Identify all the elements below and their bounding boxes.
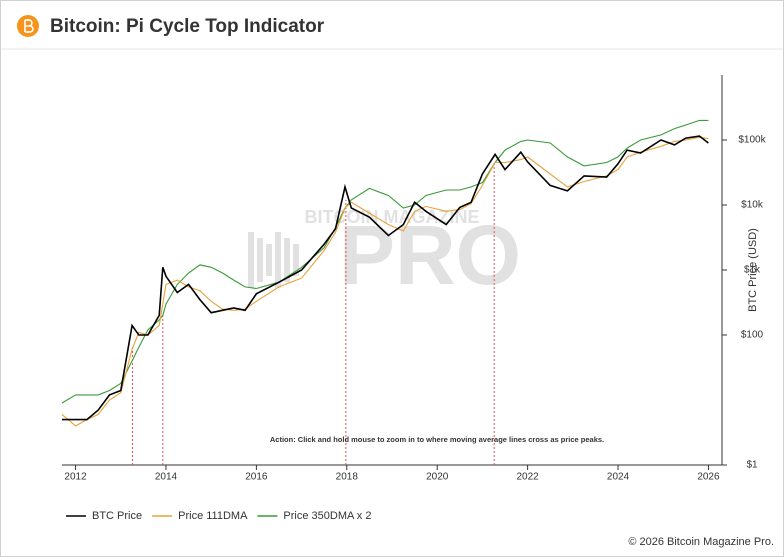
y-tick-label: $10k: [741, 200, 764, 211]
x-tick-label: 2020: [426, 472, 449, 483]
footer: © 2026 Bitcoin Magazine Pro.: [628, 536, 774, 548]
y-tick-label: $1: [746, 460, 758, 471]
page-title: Bitcoin: Pi Cycle Top Indicator: [50, 16, 325, 37]
watermark-bar: [248, 232, 254, 288]
y-tick-label: $100k: [738, 135, 766, 146]
watermark-bar: [266, 244, 272, 276]
x-tick-label: 2022: [516, 472, 539, 483]
x-tick-label: 2026: [697, 472, 720, 483]
series-line: [61, 119, 709, 404]
watermark: PRO: [339, 208, 521, 302]
series-line: [62, 135, 709, 421]
x-tick-label: 2018: [336, 472, 359, 483]
bitcoin-glyph: [24, 19, 34, 33]
legend-label: BTC Price: [92, 510, 142, 522]
watermark-bar: [284, 238, 290, 282]
y-tick-label: $100: [741, 330, 764, 341]
y-axis-label: BTC Price (USD): [747, 228, 759, 312]
watermark-bar: [257, 238, 263, 282]
x-tick-label: 2016: [245, 472, 268, 483]
watermark-bar: [275, 232, 281, 288]
x-tick-label: 2024: [607, 472, 630, 483]
y-tick-label: $1k: [744, 265, 761, 276]
series-line: [61, 136, 709, 427]
annotation: Action: Click and hold mouse to zoom in …: [270, 435, 604, 444]
legend-label: Price 350DMA x 2: [283, 510, 371, 522]
watermark-top: BITCOIN MAGAZINE: [305, 207, 480, 227]
x-tick-label: 2014: [155, 472, 178, 483]
x-tick-label: 2012: [64, 472, 87, 483]
watermark-bar: [293, 244, 299, 276]
legend-label: Price 111DMA: [178, 510, 248, 522]
